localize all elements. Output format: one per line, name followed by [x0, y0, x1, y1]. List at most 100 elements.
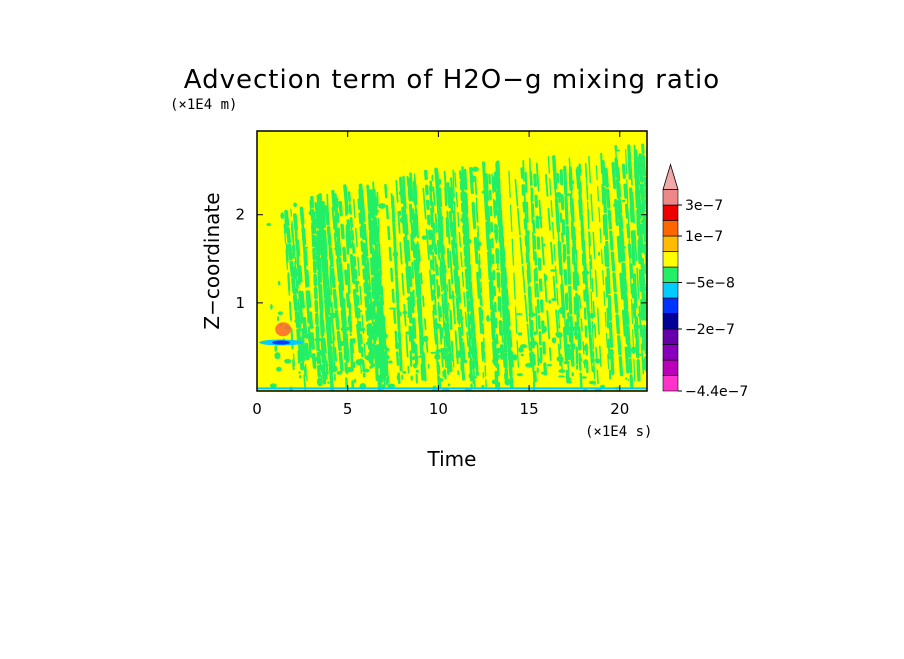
field-blob [639, 324, 643, 330]
colorbar-level [662, 282, 679, 299]
field-blob [630, 346, 637, 354]
field-blob [504, 378, 511, 386]
field-blob [396, 310, 402, 318]
field-blob [463, 359, 468, 363]
streak [578, 163, 589, 374]
field-blob [564, 193, 572, 197]
streak [390, 193, 404, 380]
field-blob [365, 341, 368, 345]
streak [344, 185, 355, 390]
y-tick-label: 2 [235, 206, 245, 224]
field-blob [575, 364, 579, 370]
streak [424, 169, 442, 389]
field-blob [372, 209, 380, 213]
field-blob [568, 325, 576, 332]
colorbar-tick-label: −4.4e−7 [685, 384, 748, 400]
field-blob [543, 325, 547, 333]
streak [366, 184, 385, 378]
field-blob [528, 312, 536, 318]
field-blob [588, 313, 596, 319]
field-blob [308, 326, 314, 329]
field-blob [636, 353, 643, 356]
field-blob [558, 375, 565, 378]
field-blob [440, 215, 444, 220]
field-blob [515, 313, 523, 316]
field-blob [610, 357, 614, 365]
field-blob [375, 350, 383, 354]
colorbar: 3e−7 1e−7 −5e−8 −2e−7 −4.4e−7 [662, 163, 748, 400]
colorbar-level [662, 220, 679, 237]
field-blob [384, 333, 388, 339]
field-blob [311, 227, 316, 233]
x-tick-label: 15 [520, 400, 539, 418]
field-blob [558, 325, 561, 329]
streak [559, 169, 571, 369]
field-blob [495, 347, 502, 353]
field-blob [423, 335, 429, 343]
field-blob [388, 307, 397, 310]
field-blob [533, 331, 537, 336]
streak [348, 193, 363, 383]
field-blob [325, 363, 329, 367]
field-blob [529, 340, 538, 346]
field-blob [276, 366, 282, 372]
field-blob [619, 245, 626, 250]
x-axis-label: Time [427, 447, 477, 471]
streak [343, 184, 363, 364]
field-blob [551, 298, 558, 302]
field-blob [541, 371, 546, 375]
field-blob [536, 216, 543, 220]
streak [434, 167, 453, 373]
field-blob [547, 364, 553, 367]
streak [402, 175, 413, 381]
field-blob [421, 235, 427, 240]
field-blob [344, 326, 350, 332]
streak [641, 143, 647, 231]
field-blob [559, 356, 564, 362]
streak [317, 205, 332, 381]
streak [484, 172, 497, 366]
field-blob [392, 251, 399, 258]
colorbar-extend-arrow [662, 163, 679, 190]
field-blob [437, 349, 442, 353]
streak [432, 186, 450, 373]
field-blob [640, 219, 645, 224]
field-blob [622, 199, 626, 203]
field-blob [453, 254, 459, 260]
streak [320, 211, 338, 362]
colorbar-level [662, 375, 679, 392]
streak [370, 189, 390, 384]
field-blob [349, 333, 352, 336]
field-blob [512, 354, 518, 361]
streak [406, 175, 425, 374]
field-blob [412, 362, 418, 369]
colorbar-level [662, 235, 679, 252]
field-blob [610, 350, 615, 355]
field-blob [555, 332, 560, 336]
streak [460, 172, 476, 389]
field-blob [588, 380, 597, 385]
chart-title: Advection term of H2O−g mixing ratio [184, 65, 720, 95]
field-blob [298, 374, 302, 379]
field-blob [418, 355, 422, 358]
field-blob [314, 337, 323, 342]
streak [595, 165, 610, 370]
field-blob [313, 357, 319, 362]
streak [293, 213, 311, 368]
field-blob [525, 229, 530, 237]
streak [454, 172, 470, 359]
field-blob [308, 210, 316, 216]
field-blob [460, 217, 467, 223]
field-blob [563, 360, 570, 365]
streak [633, 148, 647, 370]
field-blob [583, 359, 589, 365]
field-blob [284, 358, 292, 364]
field-blob [637, 312, 645, 318]
field-blob [269, 383, 277, 388]
field-blob [334, 247, 338, 250]
field-blob [277, 280, 281, 286]
streak [314, 201, 329, 389]
field-blob [331, 340, 334, 344]
field-blob [471, 166, 479, 172]
field-blob [371, 277, 375, 285]
